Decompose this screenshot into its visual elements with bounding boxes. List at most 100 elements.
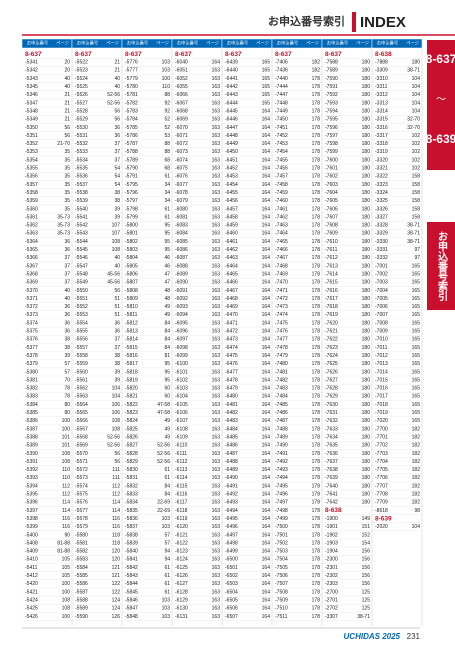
item-code: -7464 [275, 231, 288, 237]
item-code: -5370 [25, 288, 38, 294]
item-code: -7705 [375, 467, 388, 473]
item-code: -5820 [125, 386, 138, 392]
item-page: 40 [114, 76, 120, 82]
item-code: -7406 [275, 60, 288, 66]
item-code: -5399 [25, 524, 38, 530]
item-code: -6111 [175, 451, 187, 457]
item-code: -5573 [75, 475, 88, 481]
item-page: 164 [262, 410, 271, 416]
item-code: -6446 [225, 117, 238, 123]
item-code: -5530 [75, 125, 88, 131]
item-code: -6449 [225, 141, 238, 147]
item-page: 46 [164, 263, 170, 269]
item-code: -7613 [325, 263, 338, 269]
item-code: -7496 [275, 492, 288, 498]
item-page: 68 [164, 157, 170, 163]
item-page: 107 [112, 223, 121, 229]
section-heading: 8-637 [125, 51, 142, 58]
item-code: -7498 [275, 508, 288, 514]
item-page: 165 [412, 361, 421, 367]
item-code: -7494 [275, 475, 288, 481]
item-code: -5388 [25, 434, 38, 440]
item-page: 165 [412, 377, 421, 383]
item-page: 101 [62, 443, 71, 449]
item-page: 20 [64, 68, 70, 74]
item-page: 164 [262, 149, 271, 155]
item-page: 180 [362, 157, 371, 163]
item-code: -6462 [225, 247, 238, 253]
item-code: -7617 [325, 296, 338, 302]
item-code: -5393 [25, 475, 38, 481]
item-page: 78 [64, 394, 70, 400]
item-page: 178 [312, 581, 321, 587]
item-code: -6116 [175, 492, 188, 498]
item-code: -6481 [225, 402, 238, 408]
item-code: -5556 [75, 337, 88, 343]
item-page: 36 [64, 247, 70, 253]
item-page: 154 [362, 540, 371, 546]
item-code: -6097 [175, 337, 188, 343]
item-code: -6124 [175, 557, 188, 563]
item-code: -6442 [225, 84, 238, 90]
item-page: 163 [212, 108, 221, 114]
item-code: -7489 [275, 434, 288, 440]
item-code: -7461 [275, 206, 288, 212]
item-page: 163 [212, 516, 221, 522]
item-page: 163 [212, 492, 221, 498]
item-page: 54 [114, 182, 120, 188]
item-code: -7454 [275, 149, 288, 155]
item-code: -7015 [375, 377, 388, 383]
item-code: -7436 [275, 68, 288, 74]
item-page: 158 [412, 190, 421, 196]
item-page: 110 [162, 84, 170, 90]
item-code: -5835 [125, 508, 138, 514]
item-code: -5343 [25, 76, 38, 82]
item-code: -6468 [225, 296, 238, 302]
item-page: 163 [212, 84, 221, 90]
item-page: 163 [212, 345, 221, 351]
item-code: -3319 [375, 149, 388, 155]
item-page: 56 [114, 108, 120, 114]
item-page: 102 [412, 166, 421, 172]
item-page: 178 [312, 108, 321, 114]
item-page: 108 [112, 418, 121, 424]
item-page: 100 [62, 581, 71, 587]
item-code: -7452 [275, 133, 288, 139]
item-page: 163 [212, 386, 221, 392]
item-code: -6452 [225, 166, 238, 172]
item-page: 47 [164, 271, 170, 277]
item-page: 163 [212, 125, 221, 131]
item-page: 164 [262, 540, 271, 546]
item-page: 80 [64, 402, 70, 408]
item-code: -2702 [325, 606, 338, 612]
item-code: -6484 [225, 426, 238, 432]
item-code: -5834 [125, 500, 138, 506]
section-heading: 8-637 [75, 51, 92, 58]
item-page: 163 [212, 157, 221, 163]
item-page: 121 [112, 565, 121, 571]
item-page: 180 [362, 320, 371, 326]
section-heading: 8-638 [325, 507, 342, 514]
item-page: 37 [114, 337, 120, 343]
item-page: 116 [112, 516, 120, 522]
item-page: 163 [212, 133, 221, 139]
item-code: -7621 [325, 329, 338, 335]
item-page: 178 [312, 540, 321, 546]
item-code: -6092 [175, 296, 188, 302]
item-code: -7467 [275, 255, 288, 261]
tab-label: お申込番号索引 [436, 231, 449, 302]
item-code: -7019 [375, 410, 388, 416]
item-code: -3325 [375, 198, 388, 204]
item-code: -7458 [275, 182, 288, 188]
item-code: -5800 [125, 223, 138, 229]
item-code: -5531 [75, 133, 88, 139]
item-code: -7505 [275, 565, 288, 571]
item-code: -6459 [225, 223, 238, 229]
item-code: -5562 [75, 386, 88, 392]
item-code: -5821 [125, 394, 138, 400]
item-code: -5807 [125, 280, 138, 286]
item-page: 165 [412, 312, 421, 318]
item-page: 178 [312, 296, 321, 302]
item-code: -7588 [325, 60, 338, 66]
